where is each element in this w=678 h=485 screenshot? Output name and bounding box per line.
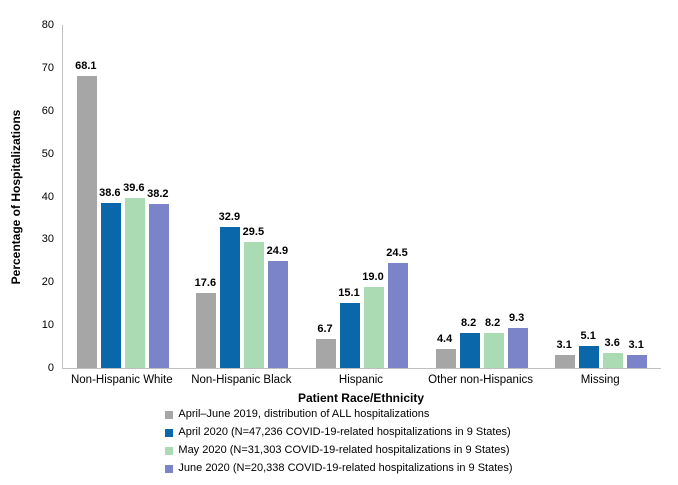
bar [555, 354, 576, 368]
bar-value-label: 24.5 [386, 246, 408, 259]
bar [364, 286, 384, 368]
legend-swatch [165, 410, 174, 419]
y-tick-label: 10 [41, 319, 54, 332]
y-tick-label: 20 [41, 276, 54, 289]
legend-label: April 2020 (N=47,236 COVID-19-related ho… [178, 426, 511, 438]
bar [76, 76, 97, 368]
legend-item: May 2020 (N=31,303 COVID-19-related hosp… [165, 444, 510, 457]
y-tick-label: 30 [41, 233, 54, 246]
category-label: Non-Hispanic Black [191, 374, 292, 386]
bar-value-label: 9.3 [508, 312, 525, 325]
legend-swatch [165, 464, 174, 473]
y-tick-label: 70 [41, 61, 54, 74]
bar [148, 204, 169, 368]
bar-value-label: 3.6 [604, 336, 620, 349]
bar [388, 262, 408, 368]
bar [100, 202, 121, 368]
bar-value-label: 5.1 [580, 330, 596, 343]
bar [483, 332, 504, 368]
y-tick-label: 0 [47, 362, 54, 374]
bar-value-label: 29.5 [242, 225, 265, 238]
bar [435, 349, 456, 368]
y-tick-label: 60 [41, 104, 54, 117]
y-tick-label: 80 [41, 19, 54, 31]
bar [627, 354, 648, 368]
bar [268, 261, 289, 368]
x-axis-title: Patient Race/Ethnicity [297, 391, 425, 405]
bar-value-label: 38.2 [147, 188, 169, 201]
bar-value-label: 32.9 [218, 210, 241, 223]
bar-value-label: 6.7 [317, 323, 333, 336]
legend-item: April 2020 (N=47,236 COVID-19-related ho… [165, 426, 511, 439]
bar [507, 328, 528, 368]
y-tick-label: 50 [41, 147, 54, 160]
legend-item: June 2020 (N=20,338 COVID-19-related hos… [165, 462, 513, 475]
bar [244, 241, 265, 368]
bar-value-label: 3.1 [628, 338, 644, 351]
bar-value-label: 3.1 [556, 338, 572, 351]
y-axis-title: Percentage of Hospitalizations [9, 109, 23, 285]
legend-label: May 2020 (N=31,303 COVID-19-related hosp… [178, 444, 510, 456]
legend: April–June 2019, distribution of ALL hos… [0, 408, 678, 475]
legend-label: April–June 2019, distribution of ALL hos… [178, 408, 430, 420]
legend-item: April–June 2019, distribution of ALL hos… [165, 408, 429, 421]
plot-area [62, 25, 661, 369]
bar-value-label: 39.6 [123, 182, 145, 195]
bar [220, 226, 241, 368]
bar-value-label: 68.1 [75, 60, 97, 73]
bar-value-label: 15.1 [338, 287, 360, 300]
bar-value-label: 38.6 [99, 186, 121, 199]
bar-value-label: 8.2 [460, 316, 477, 329]
bar [340, 303, 360, 368]
bar [124, 198, 145, 368]
legend-label: June 2020 (N=20,338 COVID-19-related hos… [178, 462, 513, 474]
category-label: Other non-Hispanics [428, 374, 533, 386]
bar-value-label: 4.4 [436, 333, 453, 346]
bar [316, 339, 336, 368]
bar [459, 332, 480, 368]
bar-value-label: 19.0 [362, 270, 384, 283]
bar [579, 346, 600, 368]
category-label: Non-Hispanic White [70, 374, 173, 386]
legend-inner: April–June 2019, distribution of ALL hos… [165, 408, 513, 475]
category-label: Hispanic [338, 374, 384, 386]
category-label: Missing [580, 374, 620, 386]
legend-swatch [165, 446, 174, 455]
legend-swatch [165, 428, 174, 437]
bar-value-label: 17.6 [194, 276, 217, 289]
bar-value-label: 8.2 [484, 316, 501, 329]
y-tick-label: 40 [41, 190, 54, 203]
bar-value-label: 24.9 [266, 245, 289, 258]
bar [196, 292, 217, 368]
bar [603, 352, 624, 368]
